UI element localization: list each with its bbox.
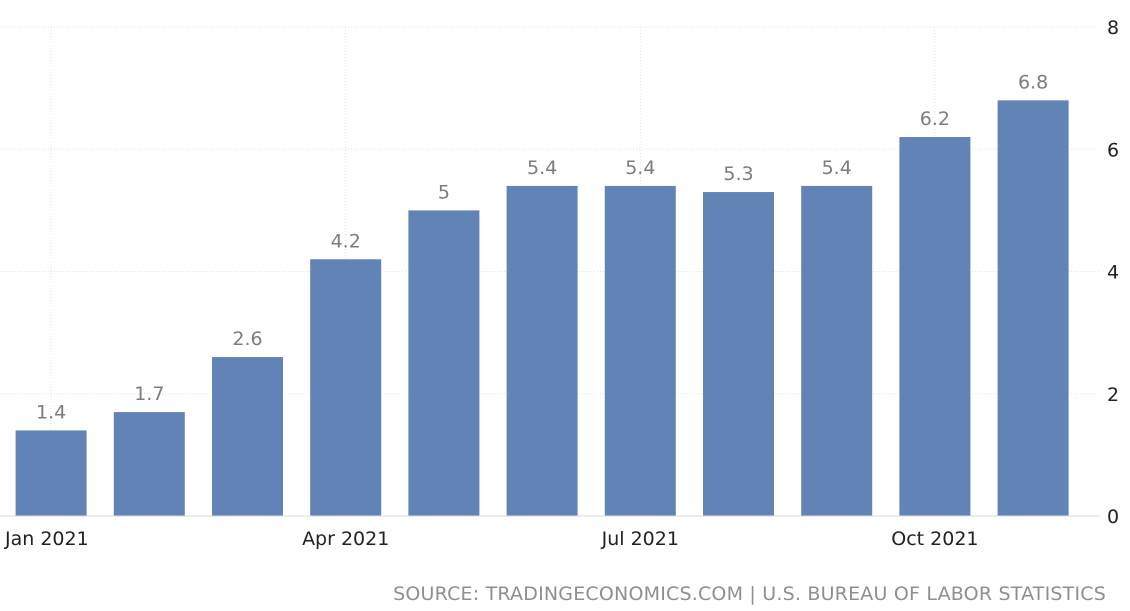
y-tick-label: 6: [1107, 139, 1119, 161]
bar: [15, 430, 87, 516]
y-axis: 0 2 4 6 8: [1107, 17, 1119, 528]
bar-value-label: 5.4: [527, 157, 557, 179]
bar: [899, 137, 971, 516]
x-tick-label: Oct 2021: [891, 528, 978, 550]
bar-value-label: 6.2: [920, 108, 950, 130]
bar: [997, 100, 1069, 516]
bar-value-label: 5.3: [723, 163, 753, 185]
bar: [113, 412, 185, 516]
x-tick-label: Apr 2021: [302, 528, 389, 550]
bar: [310, 259, 382, 516]
x-tick-label: Jan 2021: [4, 528, 89, 550]
y-tick-label: 0: [1107, 506, 1119, 528]
y-tick-label: 2: [1107, 384, 1119, 406]
bar: [801, 185, 873, 517]
bar: [212, 357, 283, 516]
y-tick-label: 8: [1107, 17, 1119, 39]
bar-value-label: 1.7: [134, 383, 164, 405]
bar-value-label: 4.2: [331, 230, 361, 252]
bar-value-label: 6.8: [1018, 71, 1048, 93]
bar: [604, 185, 676, 517]
bars: [15, 100, 1069, 517]
bar-value-label: 5: [438, 181, 450, 203]
bar-value-label: 5.4: [822, 157, 852, 179]
bar-value-label: 5.4: [625, 157, 655, 179]
bar-value-label: 1.4: [36, 401, 66, 423]
x-tick-label: Jul 2021: [601, 528, 679, 550]
bar: [408, 210, 480, 516]
data-labels: 1.4 1.7 2.6 4.2 5 5.4 5.4 5.3 5.4 6.2 6.8: [36, 71, 1048, 423]
source-footer: SOURCE: TRADINGECONOMICS.COM | U.S. BURE…: [393, 583, 1106, 605]
bar: [506, 185, 578, 517]
x-axis: Jan 2021 Apr 2021 Jul 2021 Oct 2021: [0, 515, 1100, 550]
bar: [703, 192, 774, 516]
y-tick-label: 4: [1107, 262, 1119, 284]
bar-value-label: 2.6: [232, 328, 262, 350]
